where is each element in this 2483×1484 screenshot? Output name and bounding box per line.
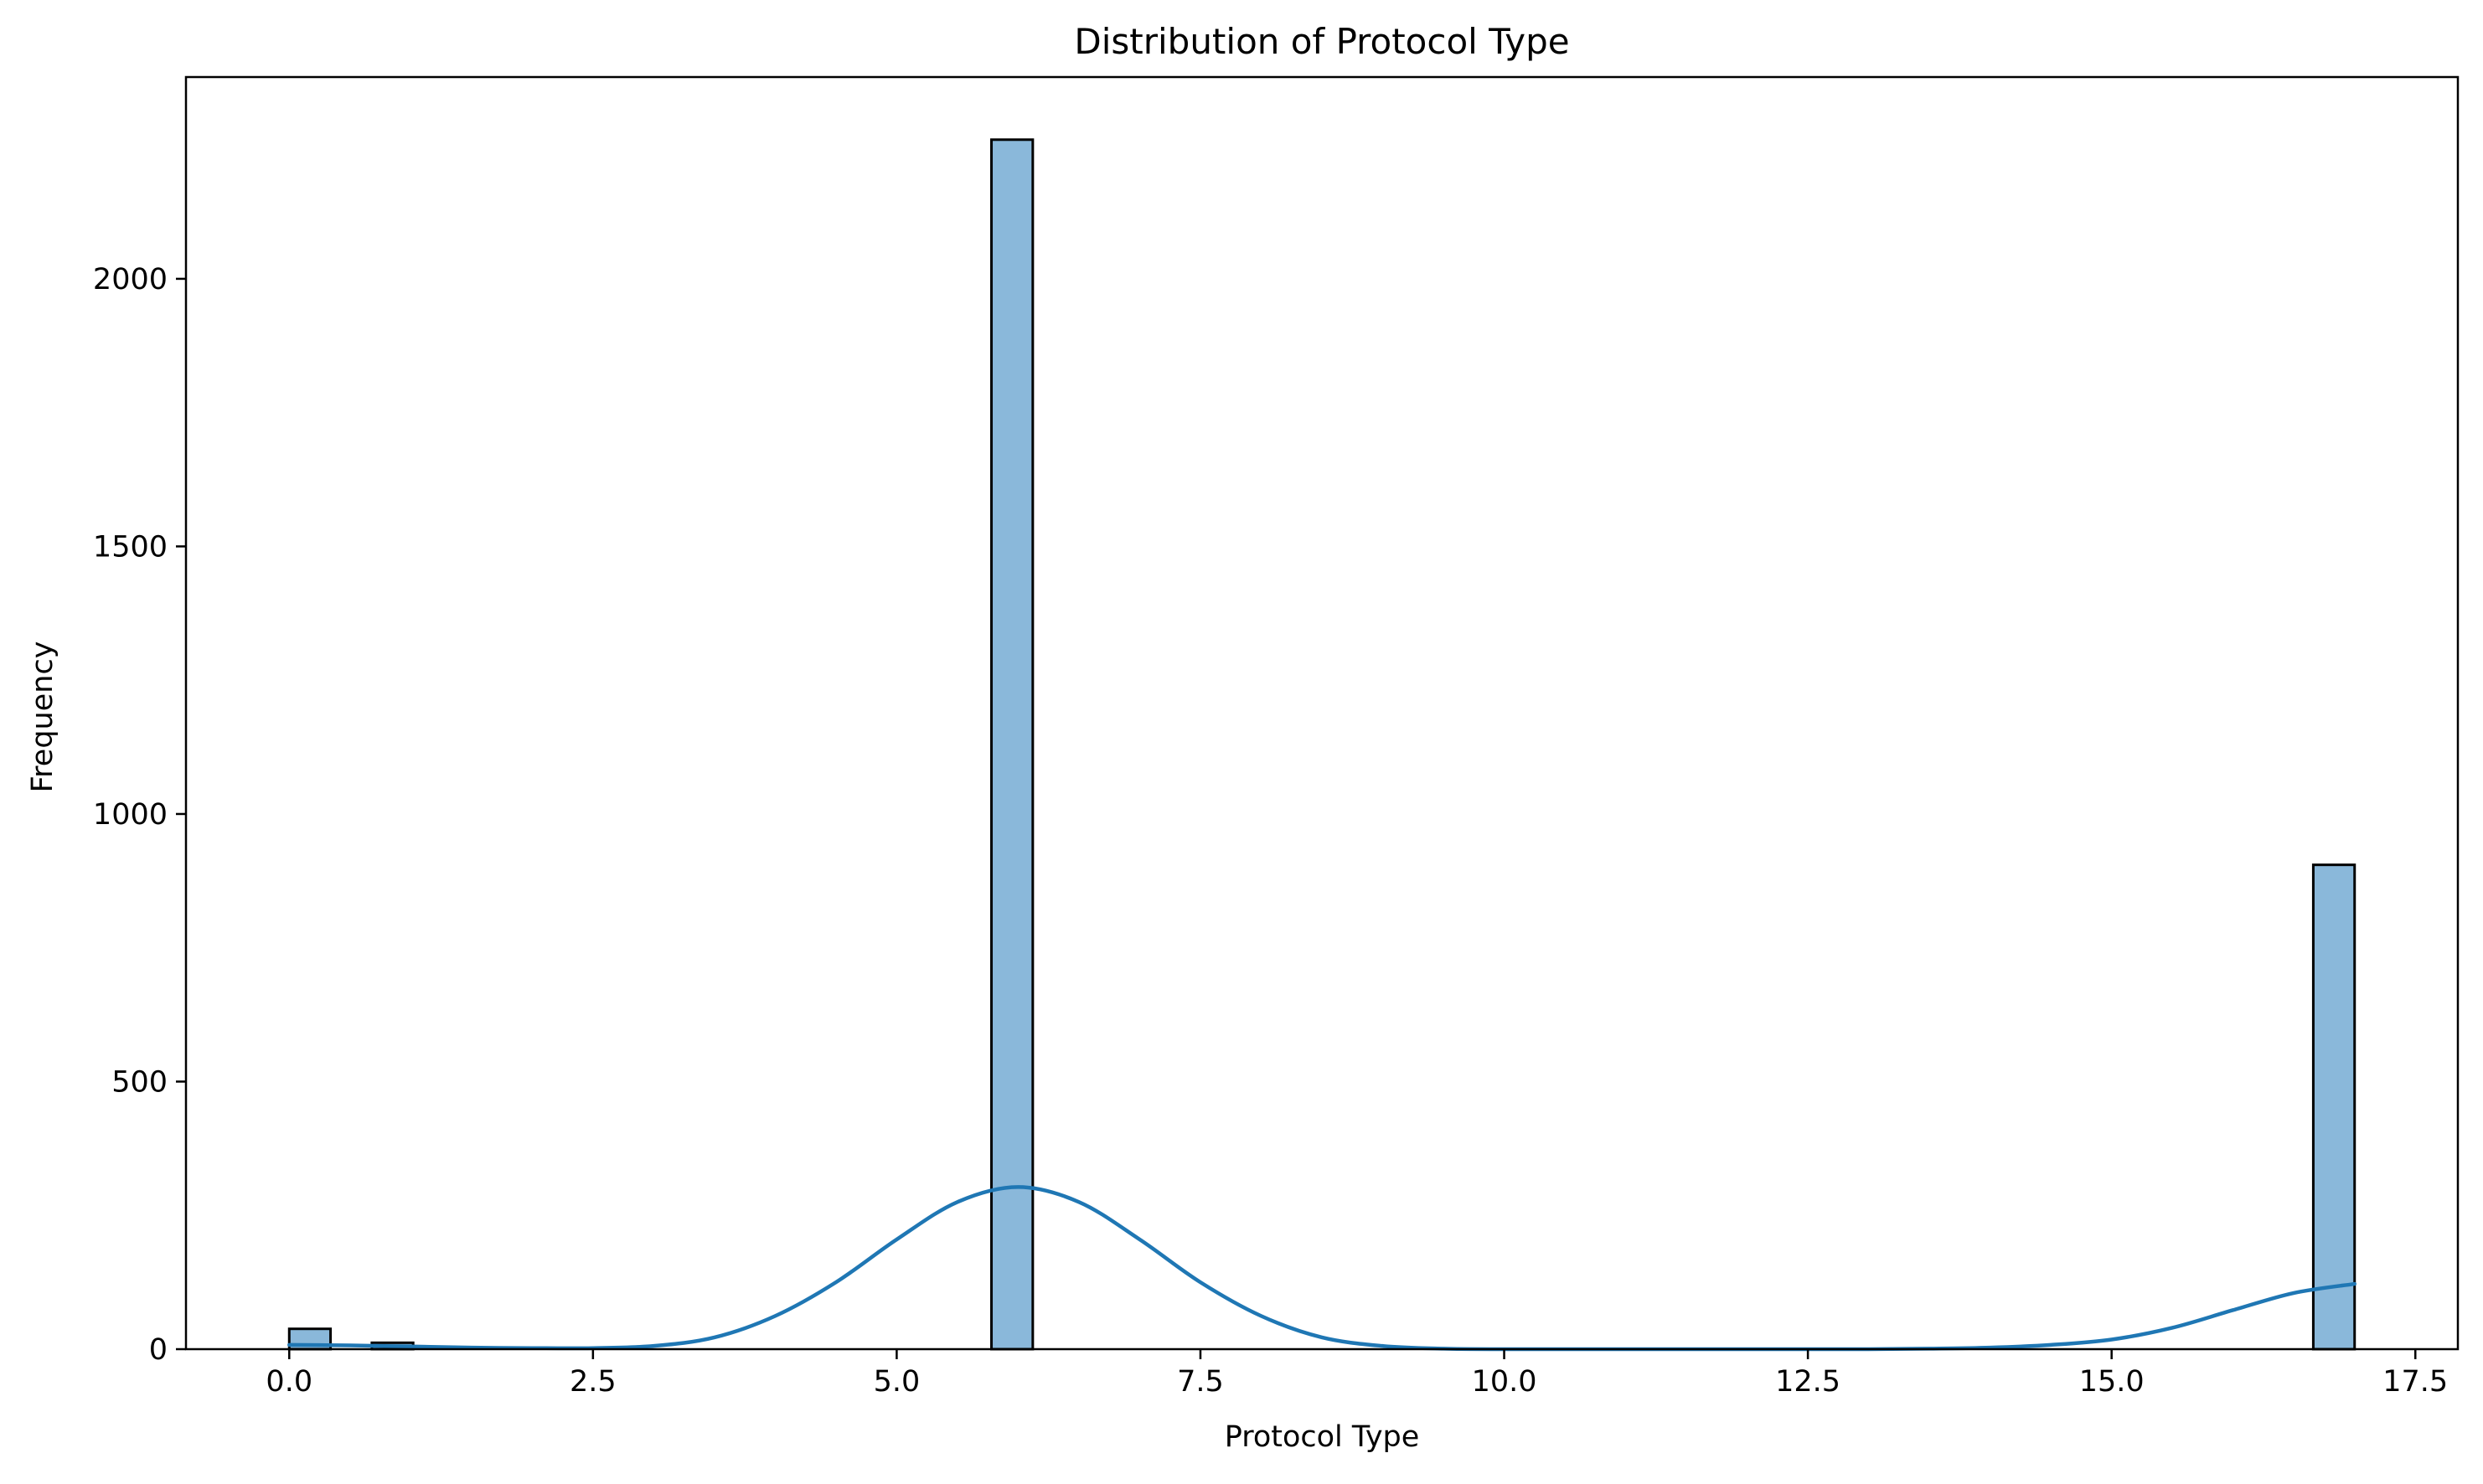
kde-curve: [287, 1185, 2357, 1352]
x-tick-label-2: 5.0: [874, 1365, 921, 1399]
histogram-bar-3: [2311, 863, 2357, 1351]
x-tick-label-3: 7.5: [1177, 1365, 1224, 1399]
x-tick-label-7: 17.5: [2382, 1365, 2448, 1399]
y-tick-label-2: 1000: [93, 798, 168, 832]
x-axis-label: Protocol Type: [1225, 1420, 1420, 1454]
histogram-bar-2: [990, 138, 1035, 1351]
y-tick-label-4: 2000: [93, 263, 168, 296]
y-tick-label-1: 500: [111, 1065, 168, 1099]
x-tick-label-6: 15.0: [2079, 1365, 2145, 1399]
y-axis-label: Frequency: [26, 642, 59, 793]
y-tick-label-3: 1500: [93, 530, 168, 564]
x-tick-label-5: 12.5: [1775, 1365, 1840, 1399]
y-tick-label-0: 0: [149, 1333, 168, 1367]
plot-area: 0.0 2.5 5.0 7.5 10.0 12.5 15.0 17.5 0 500 1000 1500…: [93, 75, 2460, 1399]
chart-title: Distribution of Protocol Type: [1074, 21, 1569, 62]
x-tick-label-0: 0.0: [266, 1365, 312, 1399]
plot-frame: [184, 75, 2460, 1351]
x-tick-label-1: 2.5: [570, 1365, 617, 1399]
x-tick-label-4: 10.0: [1472, 1365, 1537, 1399]
